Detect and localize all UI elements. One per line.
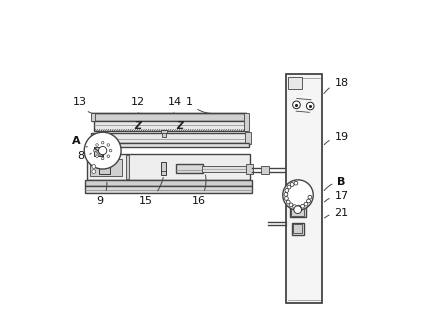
Circle shape bbox=[92, 170, 96, 174]
Circle shape bbox=[99, 146, 107, 155]
Circle shape bbox=[94, 149, 96, 152]
Bar bbox=[85, 187, 252, 193]
Bar bbox=[244, 114, 249, 131]
Text: B: B bbox=[324, 177, 346, 190]
Bar bbox=[291, 204, 304, 216]
Bar bbox=[99, 164, 110, 174]
Bar bbox=[246, 164, 253, 174]
Bar bbox=[95, 147, 103, 156]
Circle shape bbox=[284, 193, 288, 196]
Circle shape bbox=[96, 155, 98, 158]
Circle shape bbox=[293, 101, 300, 109]
Bar bbox=[245, 132, 251, 144]
Circle shape bbox=[290, 183, 294, 186]
Circle shape bbox=[306, 102, 314, 110]
Text: 9: 9 bbox=[97, 182, 107, 206]
Circle shape bbox=[107, 144, 110, 146]
Circle shape bbox=[293, 205, 297, 209]
Text: 21: 21 bbox=[324, 209, 349, 219]
Text: 17: 17 bbox=[324, 191, 349, 202]
Text: Z: Z bbox=[135, 121, 142, 130]
Text: A: A bbox=[72, 136, 87, 147]
Circle shape bbox=[284, 197, 289, 200]
Circle shape bbox=[101, 157, 104, 160]
Bar bbox=[85, 180, 252, 187]
Circle shape bbox=[96, 144, 98, 146]
Bar bbox=[92, 114, 246, 122]
Bar bbox=[286, 74, 323, 303]
Text: Z: Z bbox=[176, 121, 183, 130]
Text: 15: 15 bbox=[139, 177, 163, 206]
Circle shape bbox=[287, 185, 291, 189]
Text: 1: 1 bbox=[185, 97, 215, 114]
Bar bbox=[292, 223, 304, 235]
Bar bbox=[161, 130, 167, 133]
Circle shape bbox=[286, 200, 290, 204]
Circle shape bbox=[294, 206, 302, 213]
Bar bbox=[162, 133, 166, 137]
Circle shape bbox=[283, 180, 313, 210]
Text: 18: 18 bbox=[324, 78, 349, 94]
Bar bbox=[91, 133, 250, 143]
Text: 19: 19 bbox=[324, 132, 349, 145]
Circle shape bbox=[294, 181, 298, 185]
Text: 14: 14 bbox=[168, 97, 182, 113]
Bar bbox=[94, 122, 246, 131]
Bar bbox=[91, 114, 95, 122]
Circle shape bbox=[297, 205, 301, 209]
Circle shape bbox=[306, 199, 310, 203]
Bar bbox=[293, 224, 302, 233]
Circle shape bbox=[92, 165, 96, 168]
Bar bbox=[290, 202, 306, 217]
Bar bbox=[288, 77, 302, 89]
Circle shape bbox=[84, 132, 121, 169]
Bar bbox=[202, 166, 249, 172]
Circle shape bbox=[109, 149, 112, 152]
Circle shape bbox=[301, 204, 305, 208]
Bar bbox=[90, 159, 122, 176]
Bar bbox=[177, 164, 203, 173]
Circle shape bbox=[107, 155, 110, 158]
Bar bbox=[87, 154, 250, 180]
Circle shape bbox=[101, 141, 104, 144]
Bar bbox=[91, 143, 250, 147]
Text: 16: 16 bbox=[192, 175, 206, 206]
Bar bbox=[161, 162, 166, 175]
Circle shape bbox=[304, 202, 308, 206]
Bar bbox=[126, 155, 129, 179]
Bar bbox=[261, 166, 269, 174]
Circle shape bbox=[308, 195, 312, 199]
Text: 8: 8 bbox=[78, 151, 91, 161]
Circle shape bbox=[289, 203, 293, 207]
Circle shape bbox=[285, 189, 289, 192]
Text: 13: 13 bbox=[73, 97, 93, 114]
Text: 12: 12 bbox=[131, 97, 145, 113]
